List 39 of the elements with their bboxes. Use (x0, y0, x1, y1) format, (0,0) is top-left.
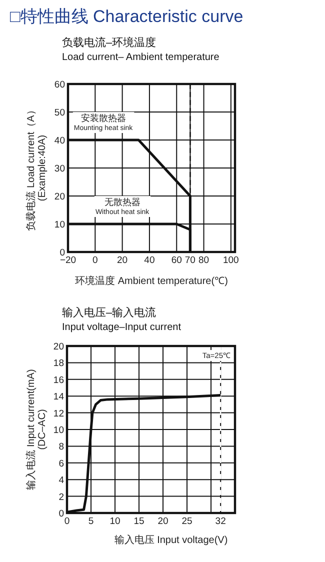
x-tick-label: 25 (182, 516, 192, 527)
x-axis-title: 输入电压 Input voltage(V) (114, 534, 228, 546)
y-tick-label: 12 (53, 408, 64, 420)
x-tick-label: 10 (110, 516, 120, 527)
x-tick-label: 60 (171, 255, 182, 266)
chart-subtitle: 负载电流–环境温度 Load current– Ambient temperature (62, 36, 220, 63)
x-tick-label: 70 (184, 255, 196, 266)
series-label: 安装散热器 Mounting heat sink (74, 113, 134, 132)
y-axis-title: 负载电流 Load current（A） (Example:40A) (25, 105, 48, 231)
x-tick-label: 40 (144, 255, 155, 266)
y-tick-label: 30 (54, 164, 65, 174)
x-tick-label: 0 (92, 255, 98, 266)
y-tick-label: 8 (58, 442, 64, 453)
y-axis-title: 输入电流 Input current(mA) (DC–AC) (25, 369, 48, 490)
chart-title: 输入电压–输入电流 Input voltage–Input current (62, 306, 182, 333)
x-tick-label: 32 (215, 516, 226, 527)
x-tick-label: 5 (88, 516, 94, 527)
x-axis-title: 环境温度 Ambient temperature(℃) (75, 275, 228, 287)
y-tick-label: 50 (54, 108, 65, 118)
y-tick-label: 60 (54, 80, 65, 90)
x-tick-label: 20 (158, 516, 168, 527)
y-tick-label: 2 (58, 492, 64, 503)
y-tick-label: 20 (53, 342, 64, 352)
y-tick-label: 16 (53, 374, 64, 386)
y-tick-label: 18 (53, 358, 64, 370)
y-tick-label: 0 (58, 508, 64, 520)
chart-title: □特性曲线 Characteristic curve (10, 7, 244, 26)
series-label: 无散热器 Without heat sink (95, 197, 150, 216)
y-tick-label: 10 (54, 220, 65, 230)
y-tick-label: 4 (58, 475, 64, 486)
x-tick-label: 15 (134, 516, 144, 527)
y-tick-label: 10 (53, 425, 64, 436)
x-tick-label: 100 (222, 255, 239, 266)
y-tick-label: 20 (54, 192, 65, 202)
y-tick-label: 14 (53, 392, 64, 403)
x-tick-label: 80 (198, 255, 210, 266)
y-tick-label: 6 (58, 458, 64, 470)
x-tick-label: 20 (117, 255, 128, 266)
y-tick-label: 40 (54, 136, 65, 146)
